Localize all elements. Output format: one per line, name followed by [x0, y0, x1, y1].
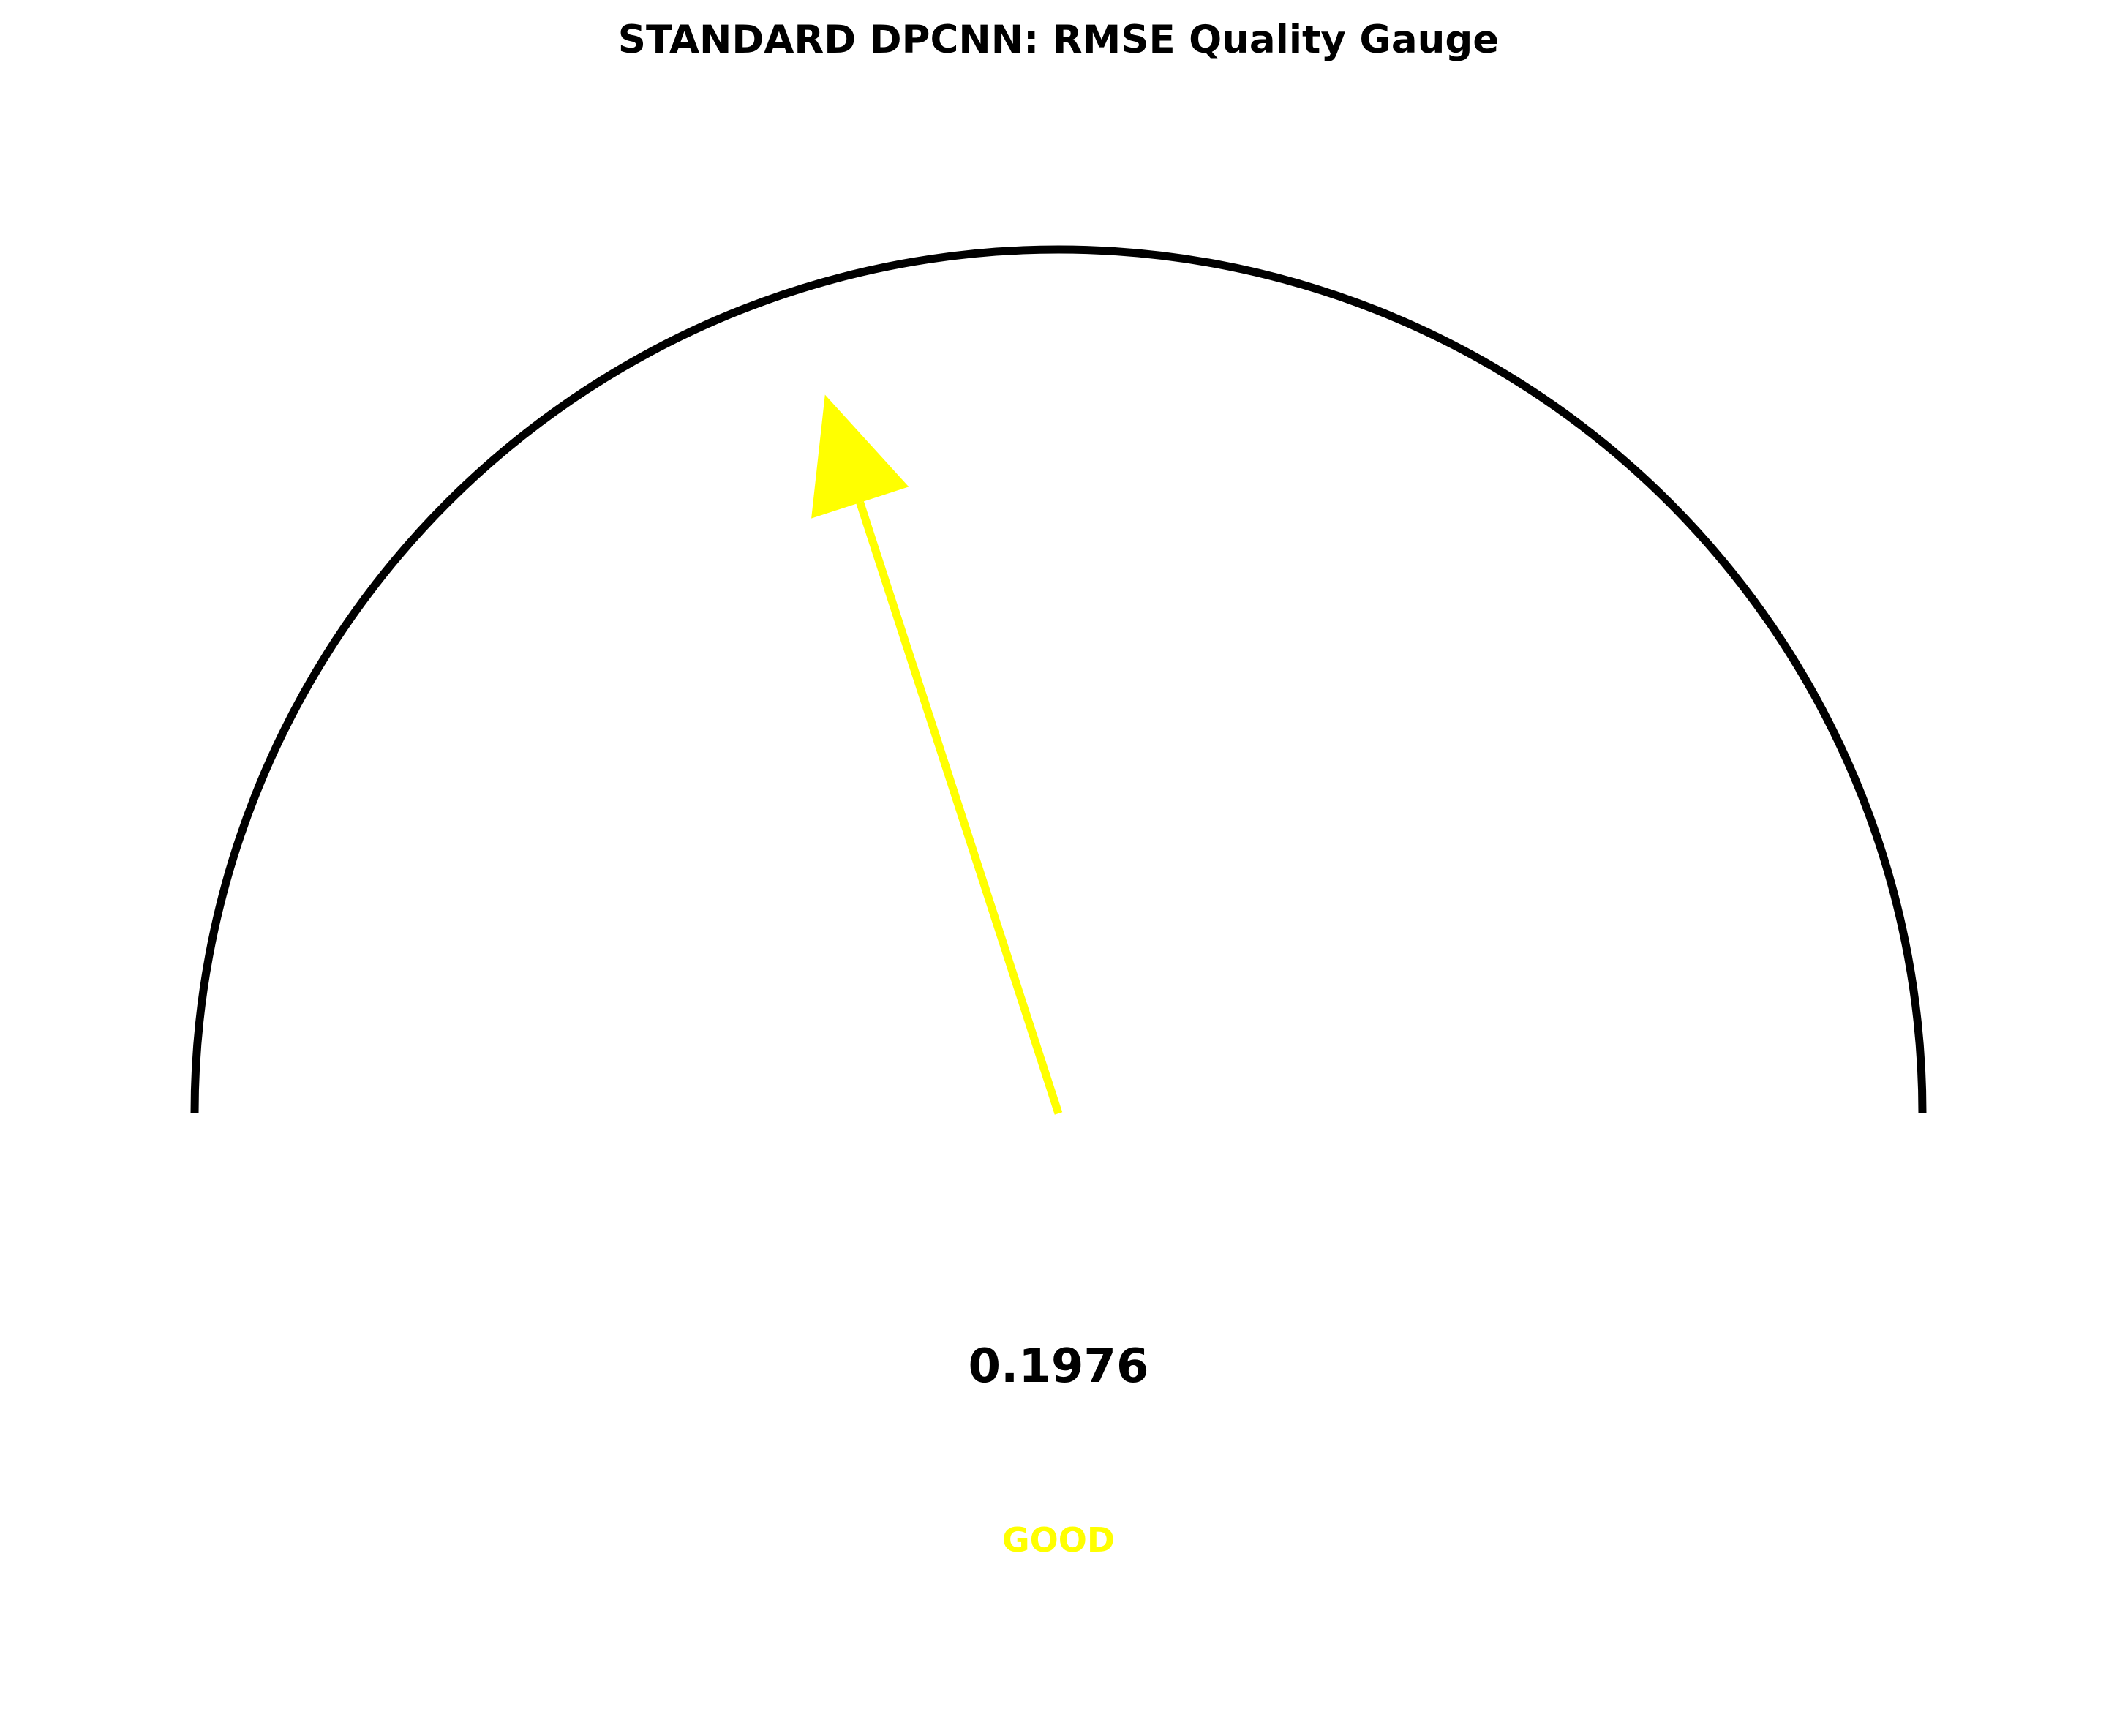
gauge-value-label: 0.1976 [969, 1339, 1149, 1394]
gauge-arc [190, 245, 1927, 1114]
gauge-status-label: GOOD [1002, 1520, 1115, 1560]
gauge-needle-shaft [856, 501, 1063, 1115]
gauge-needle-head [811, 394, 909, 519]
chart-title: STANDARD DPCNN: RMSE Quality Gauge [618, 18, 1499, 62]
